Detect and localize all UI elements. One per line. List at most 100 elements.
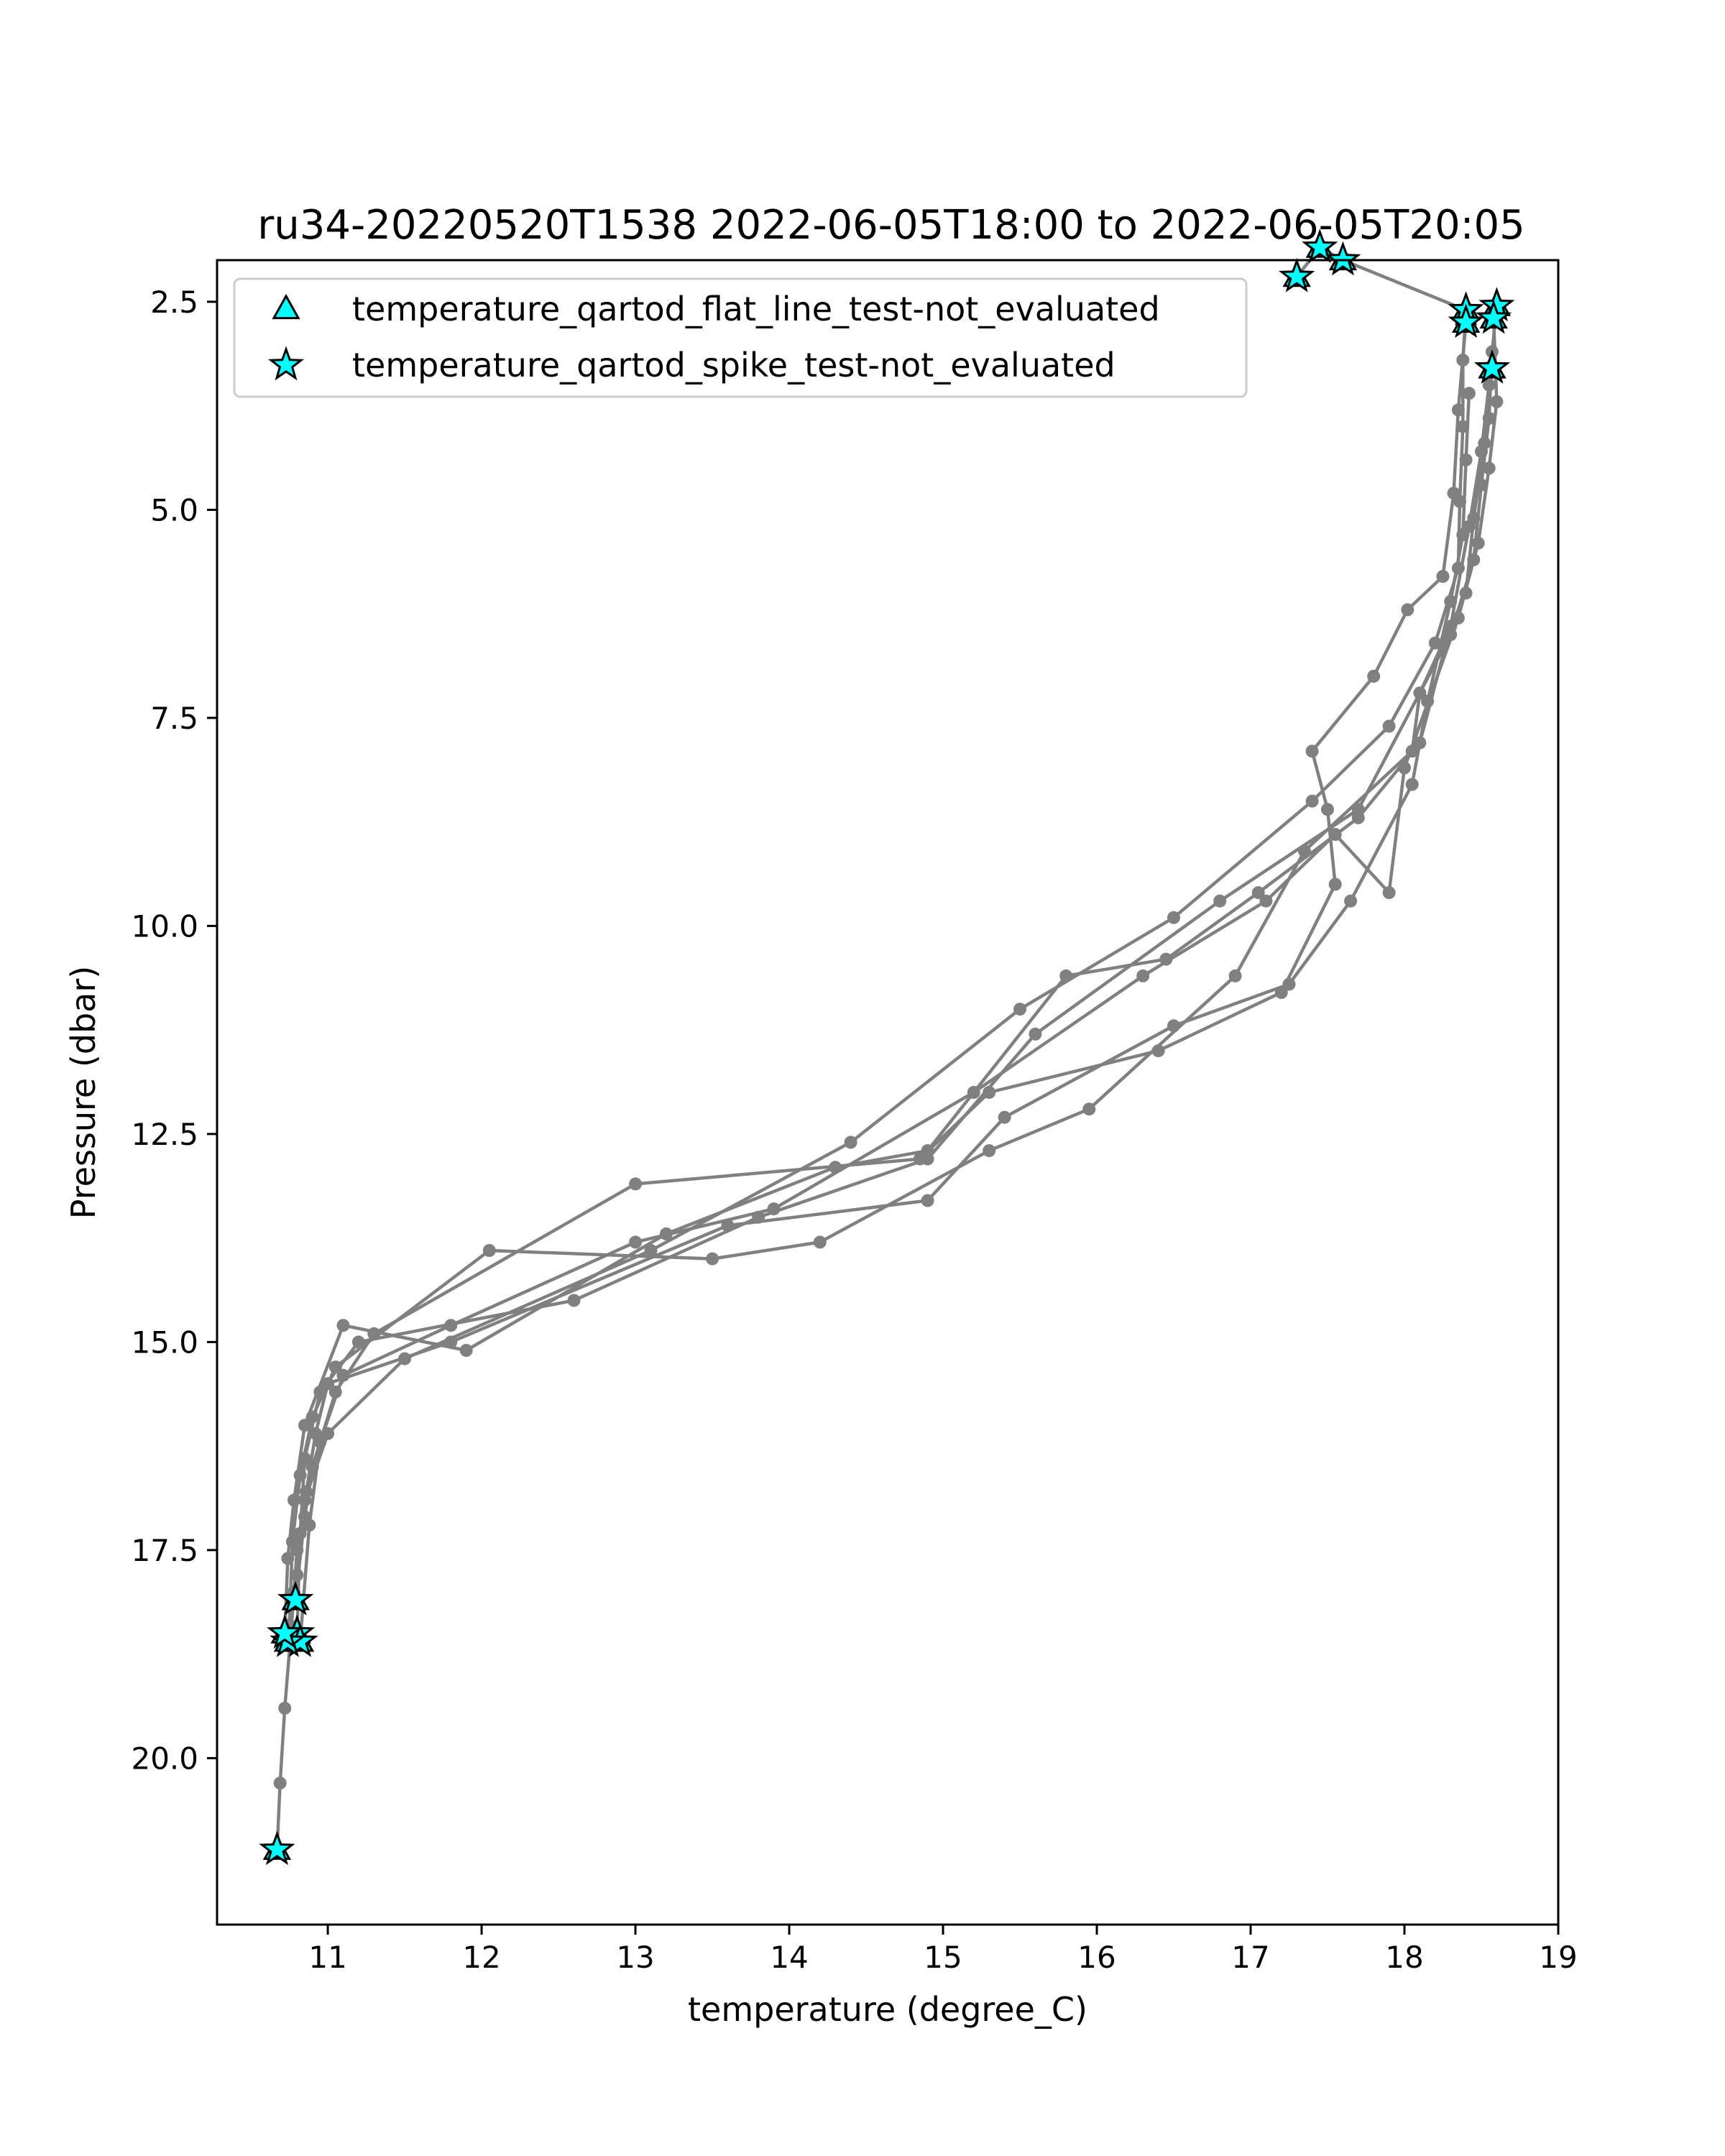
data-point	[1413, 736, 1427, 750]
data-point	[1029, 1027, 1042, 1041]
y-axis-ticks: 2.5 5.0 7.5 10.0 12.5 15.0 17.5 20.0	[131, 285, 217, 1776]
spike-flag-marker	[266, 1614, 303, 1649]
y-tick-label: 2.5	[150, 285, 198, 320]
data-point	[273, 1777, 287, 1790]
x-tick-label: 14	[770, 1940, 808, 1975]
profile-series	[289, 315, 1473, 1607]
data-point	[913, 1152, 926, 1166]
data-point	[288, 1493, 300, 1507]
data-point	[336, 1319, 350, 1332]
data-point	[278, 1701, 292, 1715]
x-axis-label: temperature (degree_C)	[688, 1990, 1087, 2029]
data-point	[644, 1244, 658, 1257]
star-icon	[267, 346, 305, 381]
spike-flag-marker	[1279, 257, 1315, 292]
data-point	[813, 1235, 827, 1249]
data-point	[281, 1552, 295, 1565]
spike-flag-marker	[1302, 229, 1338, 264]
data-point	[1321, 803, 1334, 816]
data-point	[659, 1227, 673, 1240]
legend-label: temperature_qartod_flat_line_test-not_ev…	[352, 290, 1160, 328]
data-point	[1228, 969, 1242, 982]
data-point	[1459, 453, 1473, 466]
data-point	[328, 1360, 342, 1374]
data-point	[1459, 586, 1473, 600]
profile-line	[288, 368, 1494, 1626]
data-point	[1167, 1019, 1180, 1033]
data-point	[1213, 894, 1227, 908]
data-point	[921, 1144, 934, 1158]
data-point	[1082, 1102, 1096, 1116]
data-point	[1136, 969, 1150, 982]
data-point	[1351, 811, 1365, 824]
data-point	[1490, 395, 1504, 408]
data-point	[1401, 603, 1414, 617]
data-point	[1259, 894, 1273, 908]
y-tick-label: 12.5	[131, 1117, 198, 1152]
legend-entry: temperature_qartod_spike_test-not_evalua…	[267, 346, 1116, 384]
flag-markers	[259, 229, 1515, 1866]
profile-series	[282, 361, 1499, 1632]
profile-series	[270, 241, 1473, 1856]
x-tick-label: 16	[1077, 1940, 1116, 1975]
triangle-icon	[272, 293, 300, 320]
data-point	[1405, 778, 1419, 791]
data-point	[1413, 686, 1427, 700]
x-tick-label: 19	[1539, 1940, 1577, 1975]
profile-series	[278, 378, 1496, 1640]
spike-flag-marker	[1448, 303, 1484, 338]
data-point	[1305, 794, 1319, 808]
spike-flag-marker	[259, 1830, 295, 1866]
chart-title: ru34-20220520T1538 2022-06-05T18:00 to 2…	[257, 202, 1524, 249]
x-tick-label: 11	[308, 1940, 346, 1975]
legend-label: temperature_qartod_spike_test-not_evalua…	[352, 346, 1116, 384]
y-tick-label: 10.0	[131, 908, 198, 944]
data-point	[1428, 636, 1442, 650]
profile-series	[293, 312, 1504, 1649]
data-point	[1444, 619, 1458, 633]
data-point	[1482, 461, 1496, 475]
legend-entry: temperature_qartod_flat_line_test-not_ev…	[272, 290, 1160, 328]
data-point	[1436, 570, 1450, 583]
legend-box	[233, 277, 1248, 398]
data-point	[844, 1135, 857, 1149]
data-point	[706, 1252, 719, 1266]
data-point	[444, 1319, 458, 1332]
data-point	[983, 1086, 996, 1099]
data-point	[1451, 403, 1465, 417]
data-point	[482, 1244, 496, 1257]
data-point	[309, 1427, 322, 1440]
data-point	[998, 1110, 1011, 1124]
data-point	[629, 1177, 643, 1191]
x-tick-label: 18	[1385, 1940, 1423, 1975]
legend: temperature_qartod_flat_line_test-not_ev…	[233, 277, 1248, 398]
data-point	[300, 1485, 313, 1498]
data-point	[1462, 387, 1476, 400]
data-point	[1367, 670, 1381, 683]
data-point	[1382, 886, 1396, 900]
data-point	[1462, 520, 1476, 533]
data-point	[1159, 952, 1173, 966]
x-tick-label: 15	[924, 1940, 962, 1975]
data-point	[567, 1294, 581, 1307]
spike-flag-marker	[1473, 349, 1511, 384]
y-tick-label: 20.0	[131, 1741, 198, 1776]
data-point	[290, 1568, 304, 1582]
data-point	[921, 1194, 934, 1207]
data-point	[721, 1219, 735, 1233]
spike-flag-marker	[1325, 241, 1361, 276]
y-tick-label: 7.5	[150, 701, 198, 736]
data-point	[1282, 977, 1296, 991]
y-tick-label: 15.0	[131, 1325, 198, 1360]
data-point	[1167, 911, 1180, 924]
spike-flag-marker	[277, 1580, 314, 1616]
data-point	[298, 1419, 311, 1432]
data-point	[767, 1202, 781, 1216]
data-point	[1328, 877, 1342, 891]
profile-line	[293, 322, 1468, 1600]
profile-series	[281, 387, 1476, 1649]
plot-frame	[216, 259, 1560, 1926]
data-point	[1482, 378, 1496, 392]
data-point	[1059, 969, 1073, 982]
y-axis-label: Pressure (dbar)	[64, 966, 103, 1219]
